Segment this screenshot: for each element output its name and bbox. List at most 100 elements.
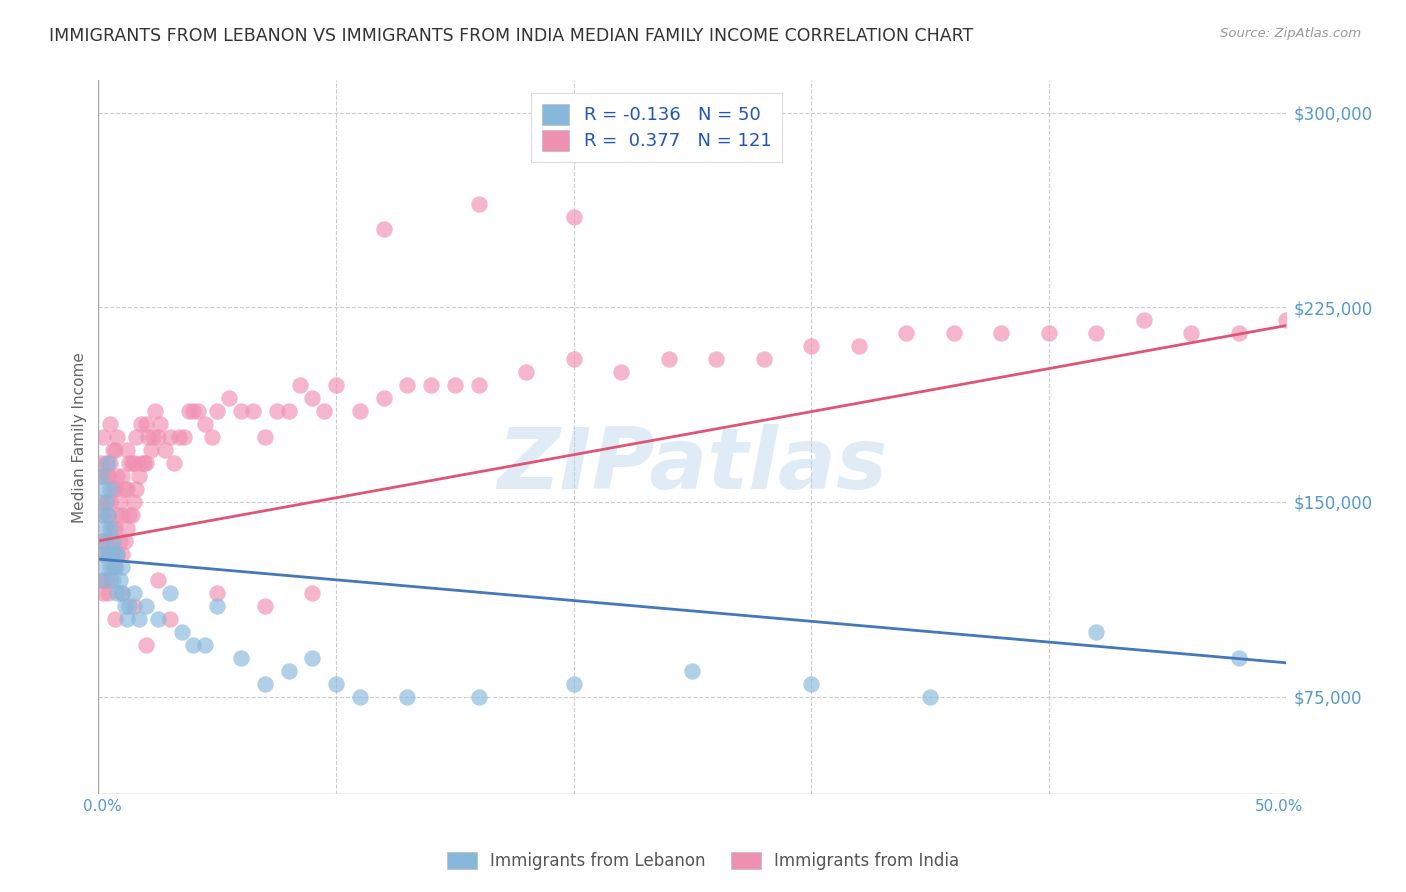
- Point: [1227, 326, 1250, 341]
- Point: [115, 521, 138, 535]
- Point: [467, 690, 489, 704]
- Point: [125, 430, 148, 444]
- Point: [183, 404, 205, 418]
- Point: [94, 456, 117, 470]
- Point: [104, 559, 127, 574]
- Point: [266, 404, 288, 418]
- Point: [1133, 313, 1156, 327]
- Point: [159, 430, 181, 444]
- Point: [98, 417, 121, 431]
- Point: [97, 508, 120, 522]
- Point: [91, 533, 114, 548]
- Point: [610, 365, 633, 379]
- Point: [187, 404, 209, 418]
- Point: [253, 430, 276, 444]
- Point: [98, 495, 121, 509]
- Point: [98, 456, 121, 470]
- Point: [91, 482, 114, 496]
- Point: [142, 430, 165, 444]
- Point: [218, 391, 240, 405]
- Point: [201, 430, 224, 444]
- Point: [91, 586, 114, 600]
- Point: [290, 378, 312, 392]
- Point: [122, 599, 145, 613]
- Point: [194, 417, 217, 431]
- Point: [107, 586, 129, 600]
- Point: [107, 430, 129, 444]
- Point: [135, 599, 157, 613]
- Text: 0.0%: 0.0%: [83, 799, 122, 814]
- Point: [97, 508, 120, 522]
- Point: [118, 456, 141, 470]
- Point: [207, 599, 229, 613]
- Point: [121, 456, 143, 470]
- Point: [129, 456, 152, 470]
- Point: [146, 430, 169, 444]
- Point: [101, 521, 124, 535]
- Point: [1085, 326, 1108, 341]
- Point: [111, 559, 134, 574]
- Point: [91, 430, 114, 444]
- Point: [349, 690, 371, 704]
- Point: [94, 495, 117, 509]
- Point: [121, 508, 143, 522]
- Point: [118, 508, 141, 522]
- Text: IMMIGRANTS FROM LEBANON VS IMMIGRANTS FROM INDIA MEDIAN FAMILY INCOME CORRELATIO: IMMIGRANTS FROM LEBANON VS IMMIGRANTS FR…: [49, 27, 973, 45]
- Point: [90, 573, 112, 587]
- Point: [125, 482, 148, 496]
- Point: [242, 404, 264, 418]
- Point: [752, 352, 775, 367]
- Point: [90, 547, 112, 561]
- Point: [136, 430, 159, 444]
- Point: [658, 352, 681, 367]
- Point: [277, 404, 299, 418]
- Point: [104, 521, 127, 535]
- Text: 50.0%: 50.0%: [1256, 799, 1303, 814]
- Point: [122, 495, 145, 509]
- Point: [118, 599, 141, 613]
- Point: [139, 443, 162, 458]
- Point: [122, 456, 145, 470]
- Point: [135, 417, 157, 431]
- Point: [98, 573, 121, 587]
- Point: [1227, 650, 1250, 665]
- Point: [104, 547, 127, 561]
- Point: [229, 650, 252, 665]
- Point: [111, 586, 134, 600]
- Point: [467, 196, 489, 211]
- Point: [108, 533, 131, 548]
- Point: [253, 676, 276, 690]
- Point: [159, 612, 181, 626]
- Point: [108, 573, 131, 587]
- Point: [101, 443, 124, 458]
- Point: [94, 533, 117, 548]
- Point: [277, 664, 299, 678]
- Point: [301, 391, 323, 405]
- Point: [97, 469, 120, 483]
- Point: [114, 533, 136, 548]
- Point: [111, 469, 134, 483]
- Point: [920, 690, 942, 704]
- Point: [325, 378, 347, 392]
- Point: [167, 430, 190, 444]
- Point: [107, 547, 129, 561]
- Point: [562, 352, 585, 367]
- Point: [325, 676, 347, 690]
- Point: [848, 339, 870, 353]
- Point: [704, 352, 727, 367]
- Point: [98, 559, 121, 574]
- Point: [115, 482, 138, 496]
- Point: [373, 391, 395, 405]
- Point: [128, 612, 150, 626]
- Point: [173, 430, 195, 444]
- Point: [1275, 313, 1298, 327]
- Point: [111, 586, 134, 600]
- Point: [990, 326, 1012, 341]
- Point: [1085, 624, 1108, 639]
- Point: [107, 547, 129, 561]
- Point: [301, 586, 323, 600]
- Point: [132, 456, 155, 470]
- Point: [122, 586, 145, 600]
- Text: ZIPatlas: ZIPatlas: [498, 424, 887, 508]
- Point: [301, 650, 323, 665]
